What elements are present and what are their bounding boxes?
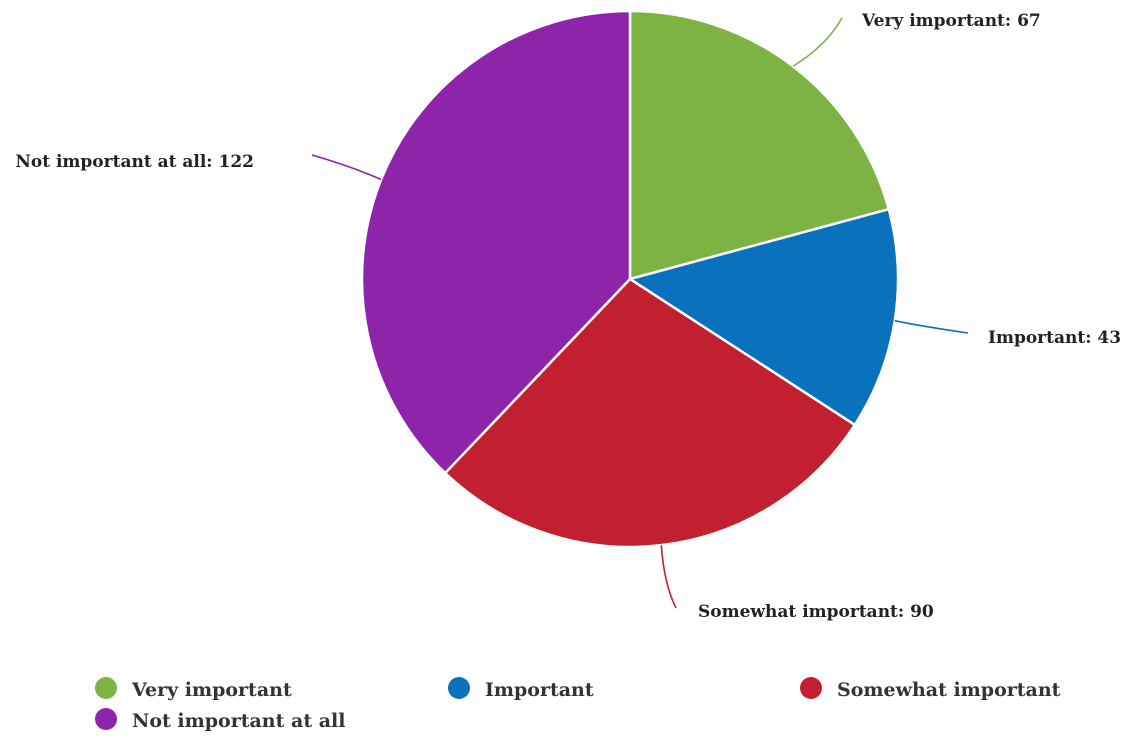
leader-line-somewhat-important — [660, 545, 677, 609]
pie-slice-somewhat-important[interactable] — [443, 277, 857, 549]
data-labels: Very important: 67 Important: 43 Somewhat … — [15, 11, 1121, 622]
pie-slice-important[interactable] — [628, 207, 900, 427]
data-label-important: Important: 43 — [988, 328, 1121, 348]
legend-marker-icon — [95, 677, 117, 699]
legend-label: Very important — [131, 679, 292, 701]
legend-item-important[interactable]: Important — [448, 677, 594, 701]
legend-item-somewhat-important[interactable]: Somewhat important — [800, 677, 1061, 701]
legend-label: Somewhat important — [837, 679, 1061, 701]
legend-label: Important — [485, 679, 594, 701]
legend-label: Not important at all — [132, 710, 345, 732]
legend: Very important Important Somewhat importan… — [95, 677, 1061, 732]
legend-marker-icon — [95, 708, 117, 730]
pie-slices — [360, 9, 900, 549]
legend-item-very-important[interactable]: Very important — [95, 677, 292, 701]
leader-line-important — [894, 319, 969, 334]
pie-slice-very-important[interactable] — [628, 9, 891, 281]
data-label-somewhat-important: Somewhat important: 90 — [698, 602, 934, 622]
legend-item-not-important-at-all[interactable]: Not important at all — [95, 708, 345, 732]
data-label-not-important-at-all: Not important at all: 122 — [15, 152, 254, 172]
legend-marker-icon — [448, 677, 470, 699]
data-label-very-important: Very important: 67 — [861, 11, 1041, 31]
pie-slice-not-important-at-all[interactable] — [360, 9, 632, 475]
leader-lines — [311, 17, 969, 609]
legend-marker-icon — [800, 677, 822, 699]
leader-line-very-important — [792, 17, 843, 67]
leader-line-not-important-at-all — [311, 154, 382, 181]
